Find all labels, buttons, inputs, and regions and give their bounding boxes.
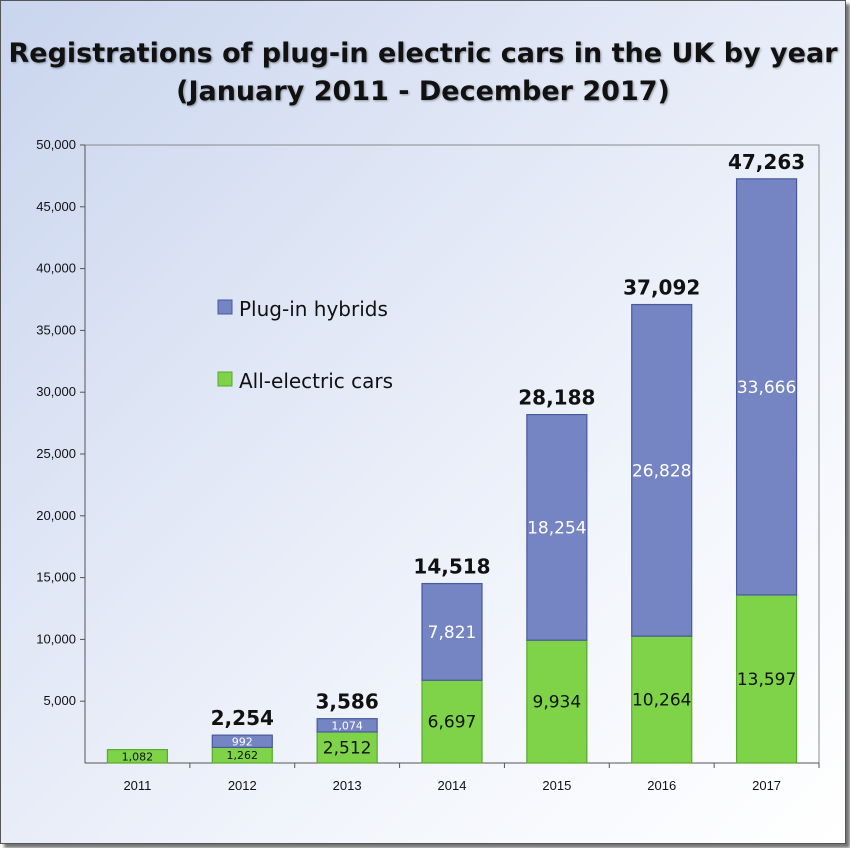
x-tick-label: 2016 [647,778,676,793]
y-tick-label: 20,000 [36,508,76,523]
bar-value-label: 10,264 [632,691,691,711]
bar-plug-in-hybrid [211,734,273,749]
chart-subtitle: (January 2011 - December 2017) [176,76,670,107]
bar-all-electric [735,594,798,764]
y-tick-label: 35,000 [36,322,76,337]
x-tick-label: 2015 [542,778,571,793]
bar-total-label: 3,586 [316,690,379,714]
bar-value-label: 6,697 [428,713,477,733]
bar-value-label: 18,254 [527,518,586,538]
y-tick-label: 10,000 [36,631,76,646]
bar-total-label: 14,518 [413,555,490,579]
legend-swatch-all-electric [217,371,233,387]
bar-plug-in-hybrid [631,303,693,637]
bar-all-electric [106,749,169,764]
bar-value-label: 2,512 [323,738,372,758]
y-tick-label: 25,000 [36,446,76,461]
bar-total-label: 2,254 [211,706,274,730]
bar-all-electric [421,679,483,764]
legend-label: Plug-in hybrids [239,297,388,321]
legend-label: All-electric cars [239,369,393,393]
bar-value-label: 992 [232,735,253,748]
bar-all-electric [526,639,588,764]
chart-title: Registrations of plug-in electric cars i… [1,35,845,111]
bar-total-label: 47,263 [728,150,805,174]
y-tick-label: 5,000 [43,693,76,708]
bar-value-label: 33,666 [737,378,796,398]
y-tick-label: 50,000 [36,137,76,152]
bar-value-label: 7,821 [428,623,477,643]
bar-value-label: 1,074 [331,719,363,732]
bar-value-label: 1,262 [227,749,259,762]
bar-value-label: 9,934 [533,693,582,713]
x-tick-label: 2012 [228,778,257,793]
bar-total-label: 28,188 [518,386,595,410]
bar-total-label: 37,092 [623,276,700,300]
bar-all-electric [316,731,378,764]
y-tick-label: 30,000 [36,384,76,399]
bar-value-label: 26,828 [632,461,691,481]
bar-plug-in-hybrid [735,178,798,596]
x-tick-label: 2014 [438,778,467,793]
bar-value-label: 13,597 [737,670,796,690]
bar-plug-in-hybrid [526,413,588,641]
bar-all-electric [631,635,693,764]
y-tick-label: 45,000 [36,199,76,214]
y-tick-label: 15,000 [36,570,76,585]
bar-plug-in-hybrid [316,718,378,733]
x-tick-label: 2017 [752,778,781,793]
bar-value-label: 1,082 [122,750,154,763]
legend-swatch-plug-in-hybrids [217,299,233,315]
y-tick-label: 40,000 [36,261,76,276]
x-tick-label: 2013 [333,778,362,793]
bar-plug-in-hybrid [421,582,483,681]
chart-title-line1: Registrations of plug-in electric cars i… [8,38,838,69]
x-tick-label: 2011 [123,778,151,793]
